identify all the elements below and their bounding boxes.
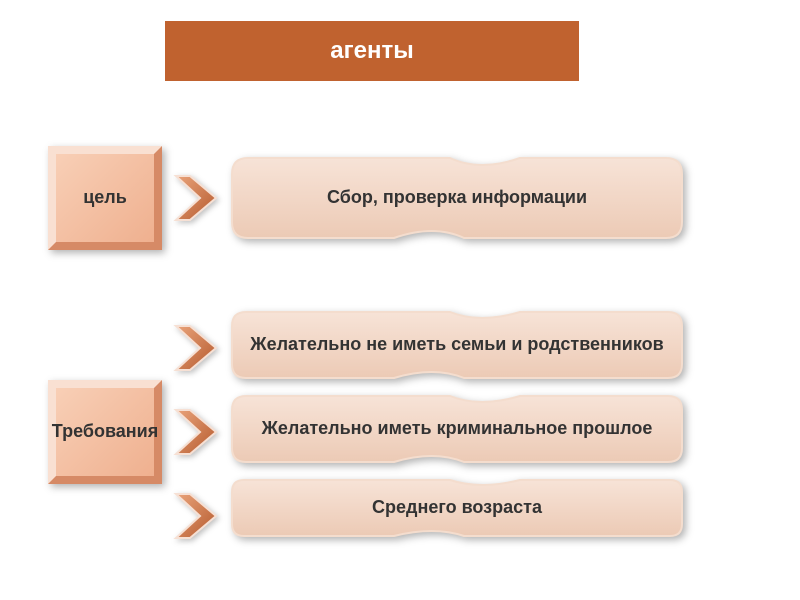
- banner-text: Сбор, проверка информации: [230, 156, 684, 240]
- label-text: цель: [83, 187, 127, 209]
- chevron-icon: [172, 324, 220, 372]
- banner: Желательно не иметь семьи и родственнико…: [230, 310, 684, 380]
- chevron-icon: [172, 408, 220, 456]
- label-box-inner: Требования: [48, 380, 162, 484]
- banner: Среднего возраста: [230, 478, 684, 538]
- chevron-icon: [172, 174, 220, 222]
- banner: Сбор, проверка информации: [230, 156, 684, 240]
- chevron-icon: [172, 492, 220, 540]
- title-text: агенты: [330, 37, 413, 65]
- banner-text: Желательно иметь криминальное прошлое: [230, 394, 684, 464]
- banner-text: Среднего возраста: [230, 478, 684, 538]
- label-box-inner: цель: [48, 146, 162, 250]
- label-box-goal: цель: [48, 146, 162, 250]
- title-box: агенты: [162, 18, 582, 84]
- banner: Желательно иметь криминальное прошлое: [230, 394, 684, 464]
- banner-text: Желательно не иметь семьи и родственнико…: [230, 310, 684, 380]
- label-box-requirements: Требования: [48, 380, 162, 484]
- label-text: Требования: [52, 421, 158, 443]
